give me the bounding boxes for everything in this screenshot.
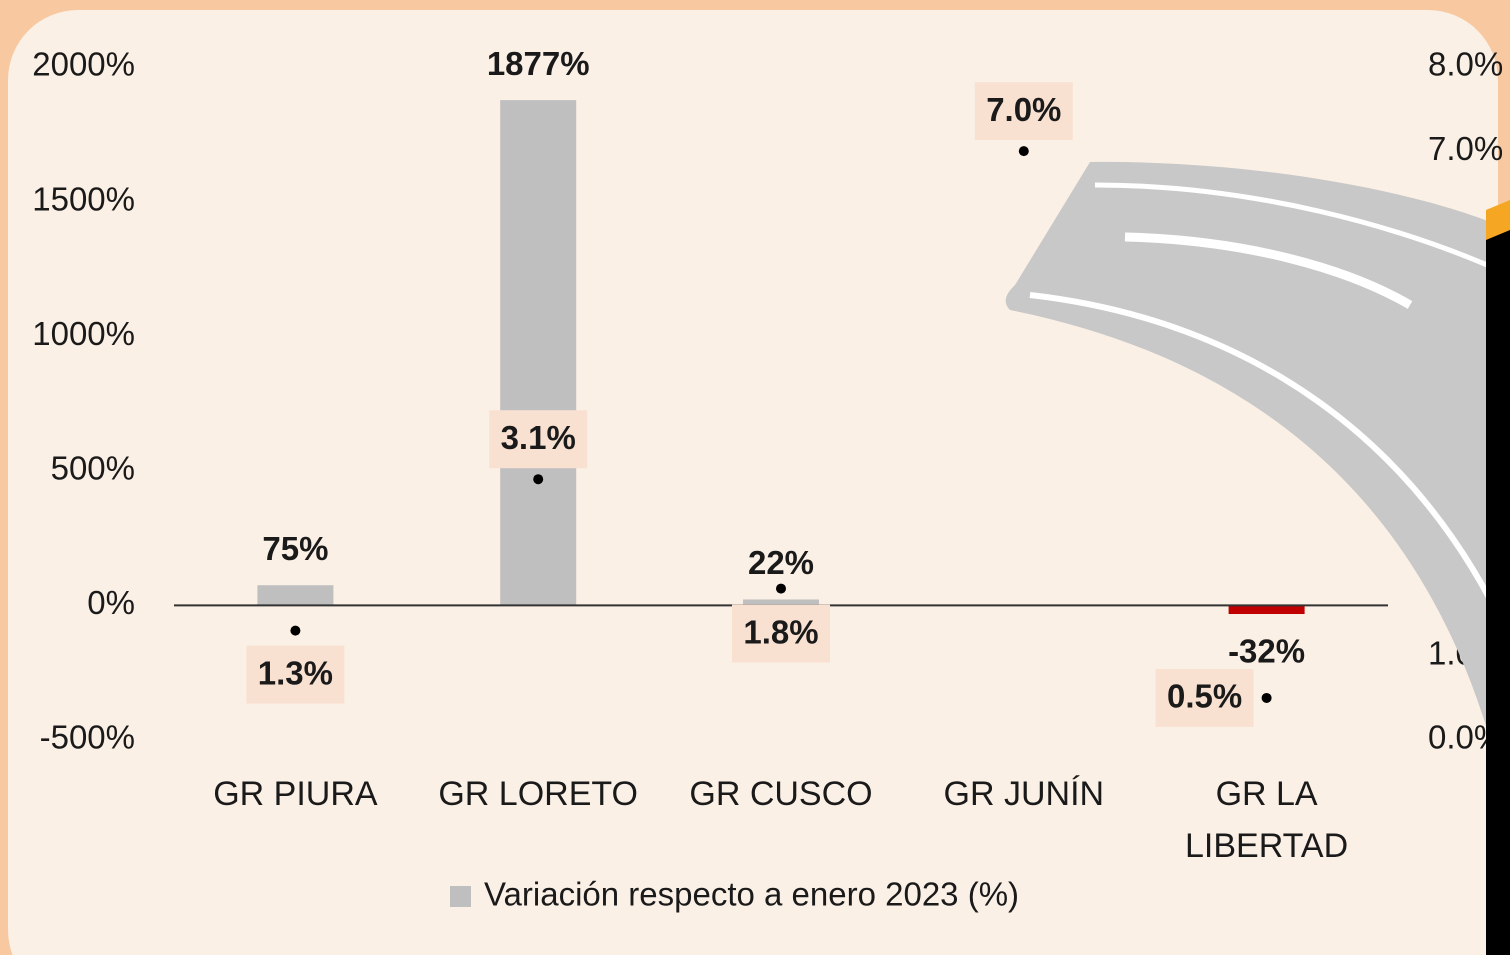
y-tick-label: -500%	[40, 719, 135, 756]
legend-swatch	[450, 886, 471, 907]
bar	[257, 585, 333, 605]
y-tick-label: 1500%	[32, 180, 135, 217]
bar-value-label: -32%	[1228, 633, 1305, 670]
x-tick-label: GR LA LIBERTAD	[1157, 768, 1377, 872]
bar-value-label: 1877%	[487, 45, 590, 82]
dot	[1262, 693, 1272, 703]
dot-value-label: 7.0%	[986, 91, 1061, 128]
dot-value-label: 1.8%	[743, 613, 818, 650]
bar-value-label: 75%	[262, 530, 328, 567]
x-tick-label: GR CUSCO	[671, 768, 891, 820]
y2-tick-label: 7.0%	[1428, 130, 1503, 167]
y-tick-label: 2000%	[32, 46, 135, 83]
y-tick-label: 0%	[87, 584, 135, 621]
bar	[1229, 605, 1305, 614]
x-tick-label: GR LORETO	[428, 768, 648, 820]
page: {"chart_data": {"type": "bar_dot", "cate…	[0, 0, 1510, 955]
dot	[290, 626, 300, 636]
bar-value-label: 22%	[748, 544, 814, 581]
x-tick-label: GR JUNÍN	[914, 768, 1134, 820]
dot-value-label: 1.3%	[258, 654, 333, 691]
y-tick-label: 1000%	[32, 315, 135, 352]
dot	[1019, 146, 1029, 156]
bar	[500, 100, 576, 605]
dot-value-label: 3.1%	[501, 419, 576, 456]
y2-tick-label: 8.0%	[1428, 46, 1503, 83]
dot	[533, 474, 543, 484]
dot	[776, 584, 786, 594]
dot-value-label: 0.5%	[1167, 678, 1242, 715]
y-tick-label: 500%	[51, 450, 135, 487]
legend-label: Variación respecto a enero 2023 (%)	[484, 876, 1019, 913]
x-tick-label: GR PIURA	[185, 768, 405, 820]
edge	[1486, 215, 1510, 955]
